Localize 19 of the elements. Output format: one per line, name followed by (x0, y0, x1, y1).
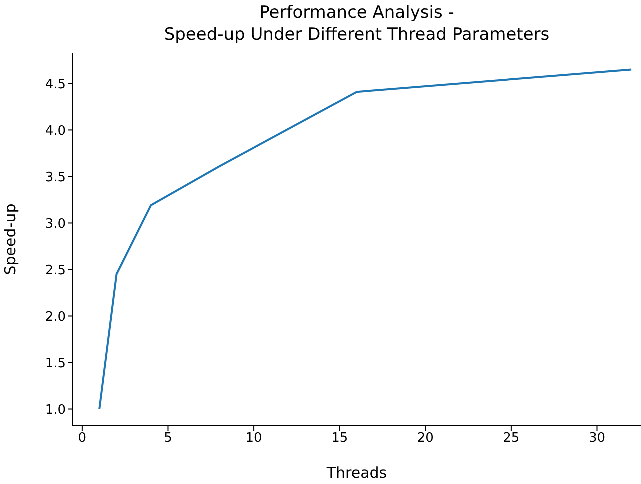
x-tick-label: 25 (503, 431, 520, 446)
x-tick-label: 10 (246, 431, 262, 446)
x-tick-label: 30 (588, 431, 606, 446)
y-tick-label: 4.0 (45, 124, 66, 139)
y-tick-label: 1.5 (45, 356, 66, 372)
y-tick-label: 2.5 (45, 263, 66, 278)
y-tick-label: 3.0 (45, 216, 66, 232)
y-tick-label: 4.5 (45, 77, 66, 92)
y-tick-label: 1.0 (45, 402, 66, 418)
y-tick-label: 3.5 (45, 170, 66, 186)
x-tick-label: 0 (78, 431, 87, 446)
x-tick-label: 15 (332, 431, 348, 446)
x-tick-label: 20 (417, 431, 434, 446)
x-axis-title: Threads (326, 464, 388, 482)
y-axis-title: Speed-up (1, 204, 20, 276)
chart-title: Performance Analysis - Speed-up Under Different Thread Parameters (163, 2, 551, 46)
x-tick-label: 5 (164, 431, 172, 446)
line-series (98, 68, 633, 410)
y-tick-label: 2.0 (45, 310, 66, 325)
